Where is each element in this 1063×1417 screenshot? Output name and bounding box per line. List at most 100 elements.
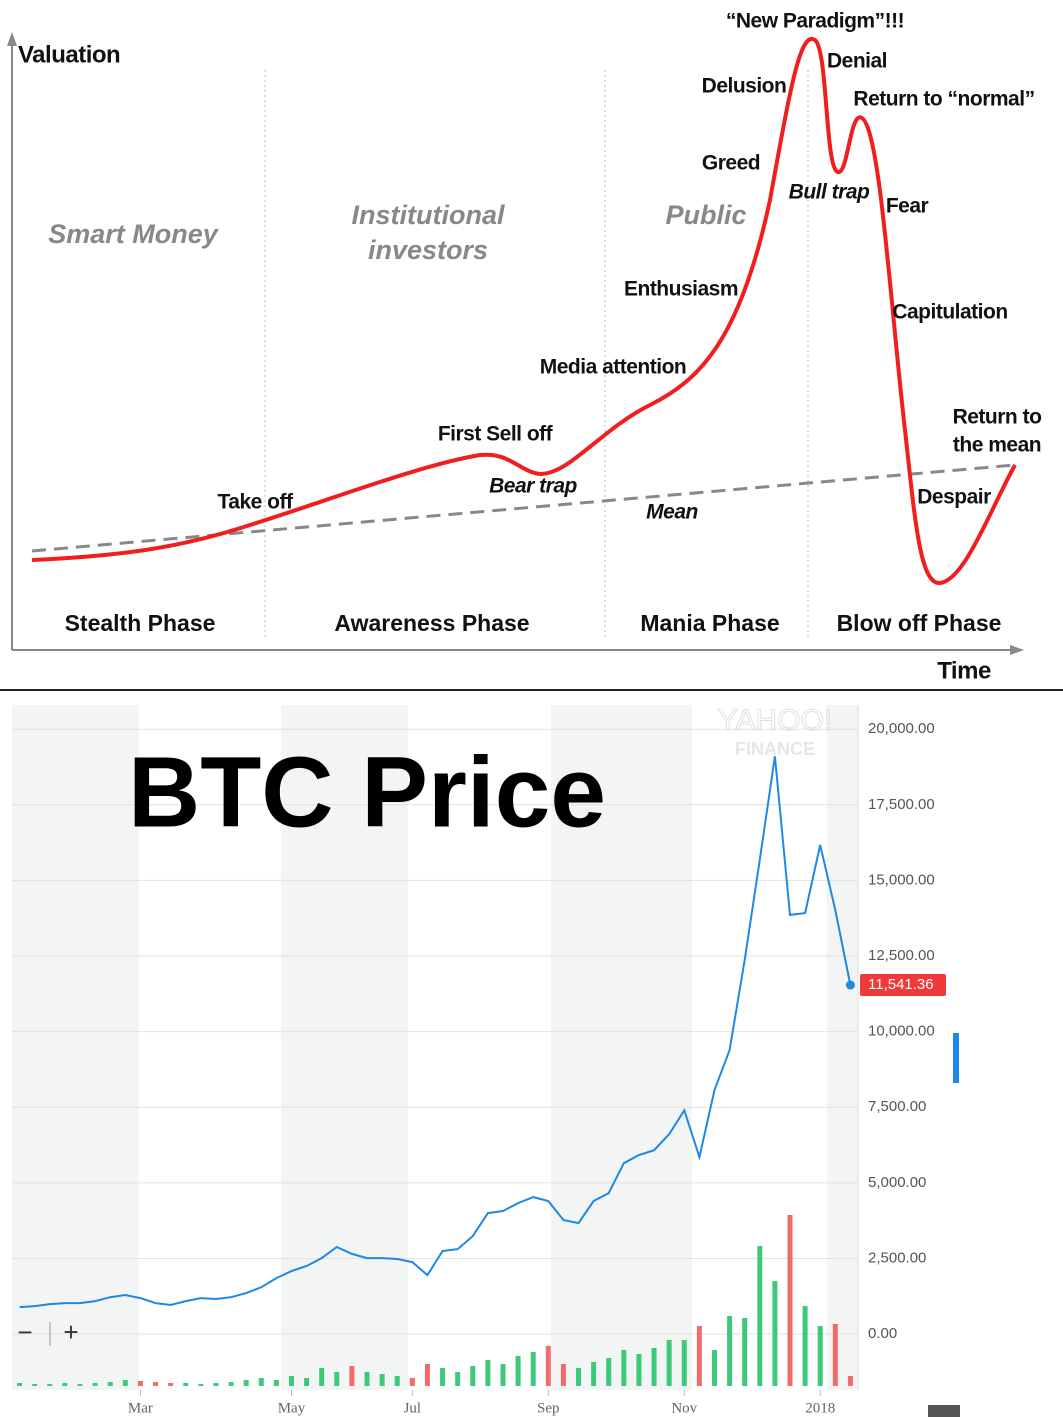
stage-label: the mean — [953, 434, 1041, 457]
x-tick-label: Sep — [537, 1400, 560, 1416]
volume-bar — [742, 1318, 748, 1386]
volume-bar — [696, 1326, 702, 1386]
volume-bar — [455, 1372, 461, 1386]
volume-bar — [651, 1348, 657, 1386]
volume-bar — [621, 1350, 627, 1386]
volume-bar — [137, 1381, 143, 1386]
investor-group: Smart Money — [48, 219, 220, 249]
y-tick-label: 5,000.00 — [868, 1174, 926, 1191]
investor-group: investors — [368, 235, 488, 265]
volume-bar — [545, 1346, 551, 1386]
x-axis-label: Time — [937, 657, 991, 684]
last-price-dot — [845, 980, 855, 990]
watermark: YAHOO! — [718, 704, 832, 737]
volume-bar — [606, 1358, 612, 1386]
x-tick-label: Mar — [128, 1400, 153, 1416]
volume-bar — [32, 1384, 38, 1386]
volume-bar — [560, 1364, 566, 1386]
volume-bar — [379, 1374, 385, 1386]
volume-bar — [17, 1383, 23, 1386]
volume-bar — [319, 1368, 325, 1386]
investor-group: Public — [665, 200, 746, 230]
volume-bar — [727, 1316, 733, 1386]
volume-bar — [364, 1372, 370, 1386]
bubble-curve — [31, 36, 1017, 585]
volume-bar — [183, 1383, 189, 1386]
chart-title: BTC Price — [128, 736, 606, 848]
stage-label: “New Paradigm”!!! — [726, 10, 904, 33]
y-tick-label: 12,500.00 — [868, 947, 935, 964]
x-tick-label: Jul — [404, 1400, 422, 1416]
volume-bar — [847, 1376, 853, 1386]
x-tick-label: Nov — [671, 1400, 697, 1416]
volume-bar — [334, 1372, 340, 1386]
volume-bar — [213, 1383, 219, 1386]
x-tick-label: 2018 — [805, 1400, 835, 1416]
y-tick-label: 2,500.00 — [868, 1249, 926, 1266]
x-tick-label: May — [278, 1400, 306, 1416]
volume-bar — [168, 1383, 174, 1386]
volume-bar — [802, 1306, 808, 1386]
volume-bar — [440, 1368, 446, 1386]
volume-bar — [122, 1380, 128, 1386]
volume-bar — [772, 1281, 778, 1386]
volume-bar — [681, 1340, 687, 1386]
watermark: FINANCE — [735, 739, 815, 759]
volume-bar — [485, 1360, 491, 1386]
stage-label: Media attention — [540, 356, 687, 379]
month-band — [551, 705, 692, 1390]
y-tick-label: 17,500.00 — [868, 796, 935, 813]
stage-label: Return to “normal” — [853, 88, 1034, 111]
price-label-bg — [860, 974, 946, 997]
axis-arrow — [1010, 645, 1024, 655]
y-tick-label: 15,000.00 — [868, 871, 935, 888]
investor-group: Institutional — [352, 200, 505, 230]
axis-arrow — [7, 32, 17, 46]
mean-line — [31, 463, 1016, 553]
volume-bar — [817, 1326, 823, 1386]
volume-bar — [304, 1378, 310, 1386]
stage-label: Fear — [886, 195, 929, 218]
phase-label: Awareness Phase — [334, 610, 529, 636]
stage-label: Denial — [827, 50, 887, 73]
stage-label: First Sell off — [438, 423, 554, 446]
stage-label: Return to — [953, 406, 1042, 429]
month-band — [12, 705, 139, 1390]
phase-label: Mania Phase — [640, 610, 779, 636]
volume-bar — [711, 1350, 717, 1386]
volume-bar — [47, 1384, 53, 1386]
volume-bar — [636, 1354, 642, 1386]
volume-bar — [591, 1362, 597, 1386]
volume-bar — [500, 1364, 506, 1386]
volume-bar — [107, 1382, 113, 1386]
stage-label: Bull trap — [789, 181, 870, 204]
zoom-button[interactable]: − — [17, 1317, 32, 1347]
corner-control — [928, 1405, 960, 1417]
volume-bar — [409, 1378, 415, 1386]
volume-bar — [666, 1340, 672, 1386]
volume-bar — [515, 1356, 521, 1386]
volume-bar — [92, 1383, 98, 1386]
volume-bar — [757, 1246, 763, 1386]
volume-bar — [153, 1382, 159, 1386]
volume-bar — [349, 1366, 355, 1386]
volume-bar — [273, 1380, 279, 1386]
volume-bar — [787, 1215, 793, 1386]
volume-bar — [62, 1383, 68, 1386]
volume-bar — [243, 1380, 249, 1386]
btc-chart: 0.00 2,500.00 5,000.00 7,500.00 10,000.00 12,… — [12, 703, 946, 1416]
stage-label: Capitulation — [892, 301, 1007, 324]
zoom-button[interactable]: + — [63, 1317, 78, 1347]
stage-label: Bear trap — [489, 475, 577, 498]
price-line — [19, 756, 852, 1309]
phase-label: Blow off Phase — [837, 610, 1002, 636]
y-tick-label: 7,500.00 — [868, 1098, 926, 1115]
stage-label: Despair — [917, 486, 991, 509]
volume-bar — [198, 1384, 204, 1386]
volume-bar — [530, 1352, 536, 1386]
volume-bar — [288, 1376, 294, 1386]
month-band — [281, 705, 408, 1390]
volume-bar — [228, 1382, 234, 1386]
y-tick-label: 20,000.00 — [868, 720, 935, 737]
volume-bar — [576, 1368, 582, 1386]
